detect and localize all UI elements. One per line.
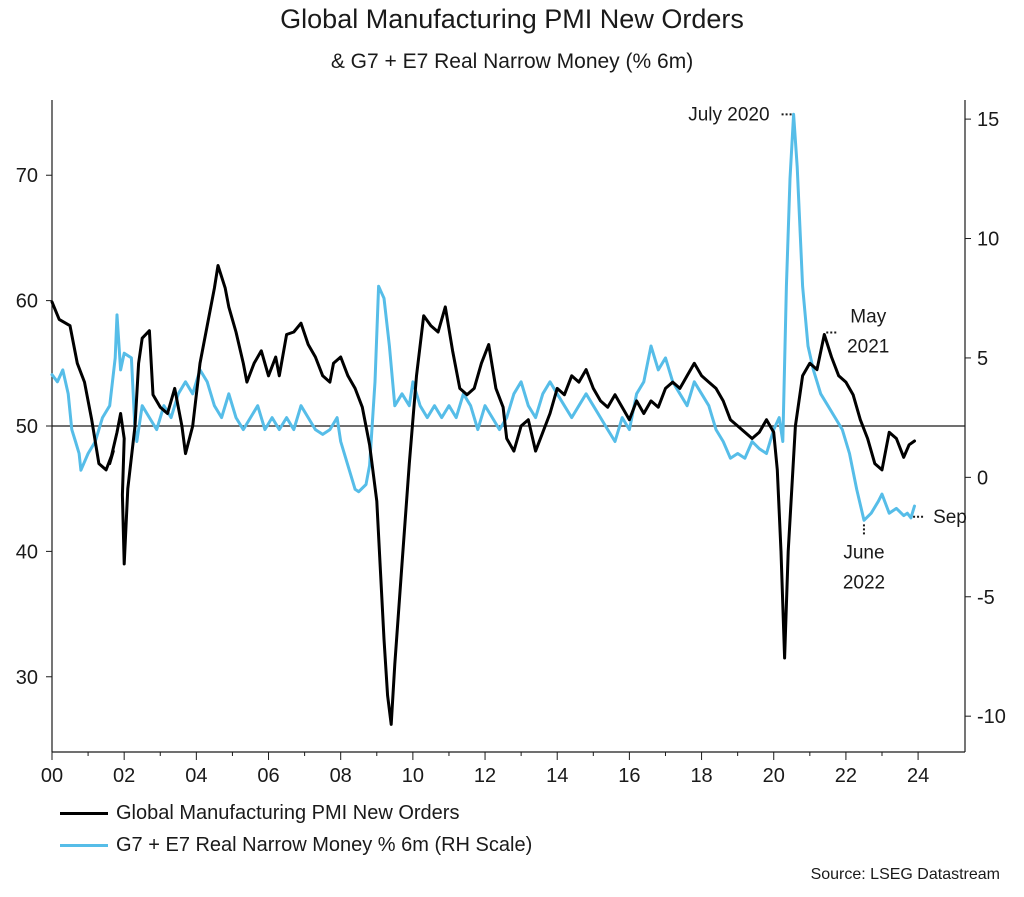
right-tick-label: 10: [977, 229, 999, 251]
legend-item-money: G7 + E7 Real Narrow Money % 6m (RH Scale…: [60, 834, 532, 857]
x-tick-label: 12: [474, 765, 496, 787]
right-tick-label: 15: [977, 109, 999, 131]
right-tick-label: 5: [977, 348, 988, 370]
chart-area: 00 02 04 06 08 10 12 14 16 18 20 22 243040506070-10-…: [16, 100, 1006, 787]
left-tick-label: 50: [16, 416, 38, 438]
legend-item-pmi: Global Manufacturing PMI New Orders: [60, 802, 459, 825]
legend-swatch-money: [60, 844, 108, 847]
x-tick-label: 10: [402, 765, 424, 787]
left-tick-label: 60: [16, 291, 38, 313]
left-tick-label: 70: [16, 165, 38, 187]
x-tick-label: 02: [113, 765, 135, 787]
right-tick-label: 0: [977, 467, 988, 489]
left-tick-label: 30: [16, 667, 38, 689]
x-tick-label: 22: [835, 765, 857, 787]
source-note: Source: LSEG Datastream: [810, 866, 1000, 883]
right-tick-label: -5: [977, 587, 995, 609]
chart-title: Global Manufacturing PMI New Orders: [280, 4, 744, 34]
series-line-real-narrow-money: [50, 112, 916, 522]
annotation-june: June: [843, 542, 884, 563]
annotation-july-2020: July 2020: [688, 104, 769, 125]
annotation-may: May: [850, 306, 886, 327]
x-tick-label: 08: [330, 765, 352, 787]
annotation-2022: 2022: [843, 572, 885, 593]
legend-swatch-pmi: [60, 812, 108, 815]
x-tick-label: 24: [907, 765, 929, 787]
x-tick-label: 16: [618, 765, 640, 787]
legend-label-pmi: Global Manufacturing PMI New Orders: [116, 802, 460, 824]
left-tick-label: 40: [16, 541, 38, 563]
x-tick-label: 00: [41, 765, 63, 787]
series-line-pmi-new-orders: [50, 264, 916, 726]
right-tick-label: -10: [977, 706, 1006, 728]
x-tick-label: 04: [185, 765, 207, 787]
x-tick-label: 18: [690, 765, 712, 787]
legend-label-money: G7 + E7 Real Narrow Money % 6m (RH Scale…: [116, 834, 533, 856]
annotation-2021: 2021: [847, 336, 889, 357]
x-tick-label: 14: [546, 765, 568, 787]
chart-subtitle: & G7 + E7 Real Narrow Money (% 6m): [330, 50, 694, 73]
annotation-sep: Sep: [933, 507, 967, 528]
x-tick-label: 06: [257, 765, 279, 787]
x-tick-label: 20: [763, 765, 785, 787]
